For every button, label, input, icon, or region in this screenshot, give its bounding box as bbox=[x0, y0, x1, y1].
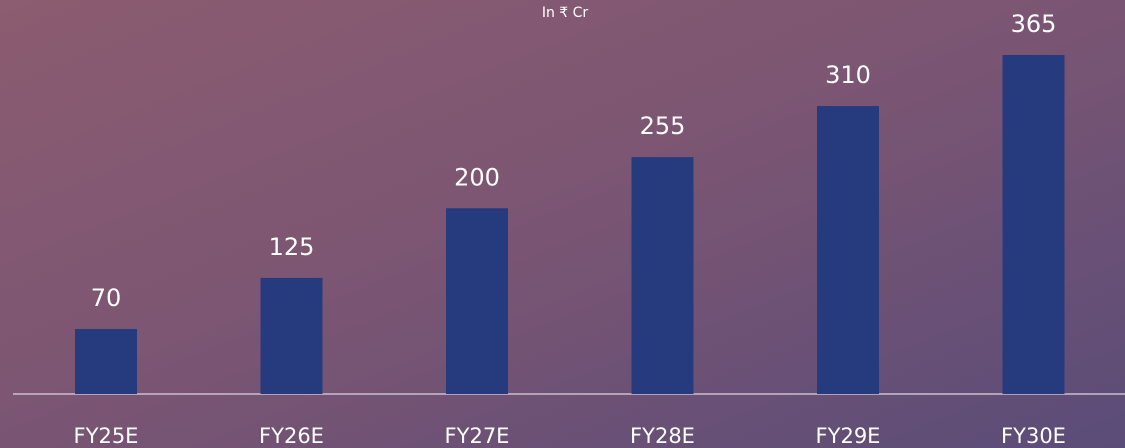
value-label: 70 bbox=[91, 284, 122, 312]
value-label: 200 bbox=[454, 163, 500, 191]
x-tick-label: FY26E bbox=[259, 424, 324, 448]
value-label: 365 bbox=[1011, 10, 1057, 38]
bar bbox=[260, 277, 323, 394]
chart-subtitle: In ₹ Cr bbox=[542, 5, 589, 21]
bar bbox=[75, 328, 137, 394]
bar bbox=[817, 106, 879, 395]
x-tick-label: FY27E bbox=[445, 424, 510, 448]
value-label: 125 bbox=[269, 233, 315, 261]
bar bbox=[1002, 55, 1065, 394]
bar bbox=[631, 157, 694, 394]
bar bbox=[446, 208, 508, 394]
value-label: 310 bbox=[825, 61, 871, 89]
x-tick-label: FY25E bbox=[74, 424, 139, 448]
value-label: 255 bbox=[640, 112, 686, 140]
x-tick-label: FY28E bbox=[630, 424, 695, 448]
x-tick-label: FY29E bbox=[816, 424, 881, 448]
x-tick-label: FY30E bbox=[1001, 424, 1066, 448]
